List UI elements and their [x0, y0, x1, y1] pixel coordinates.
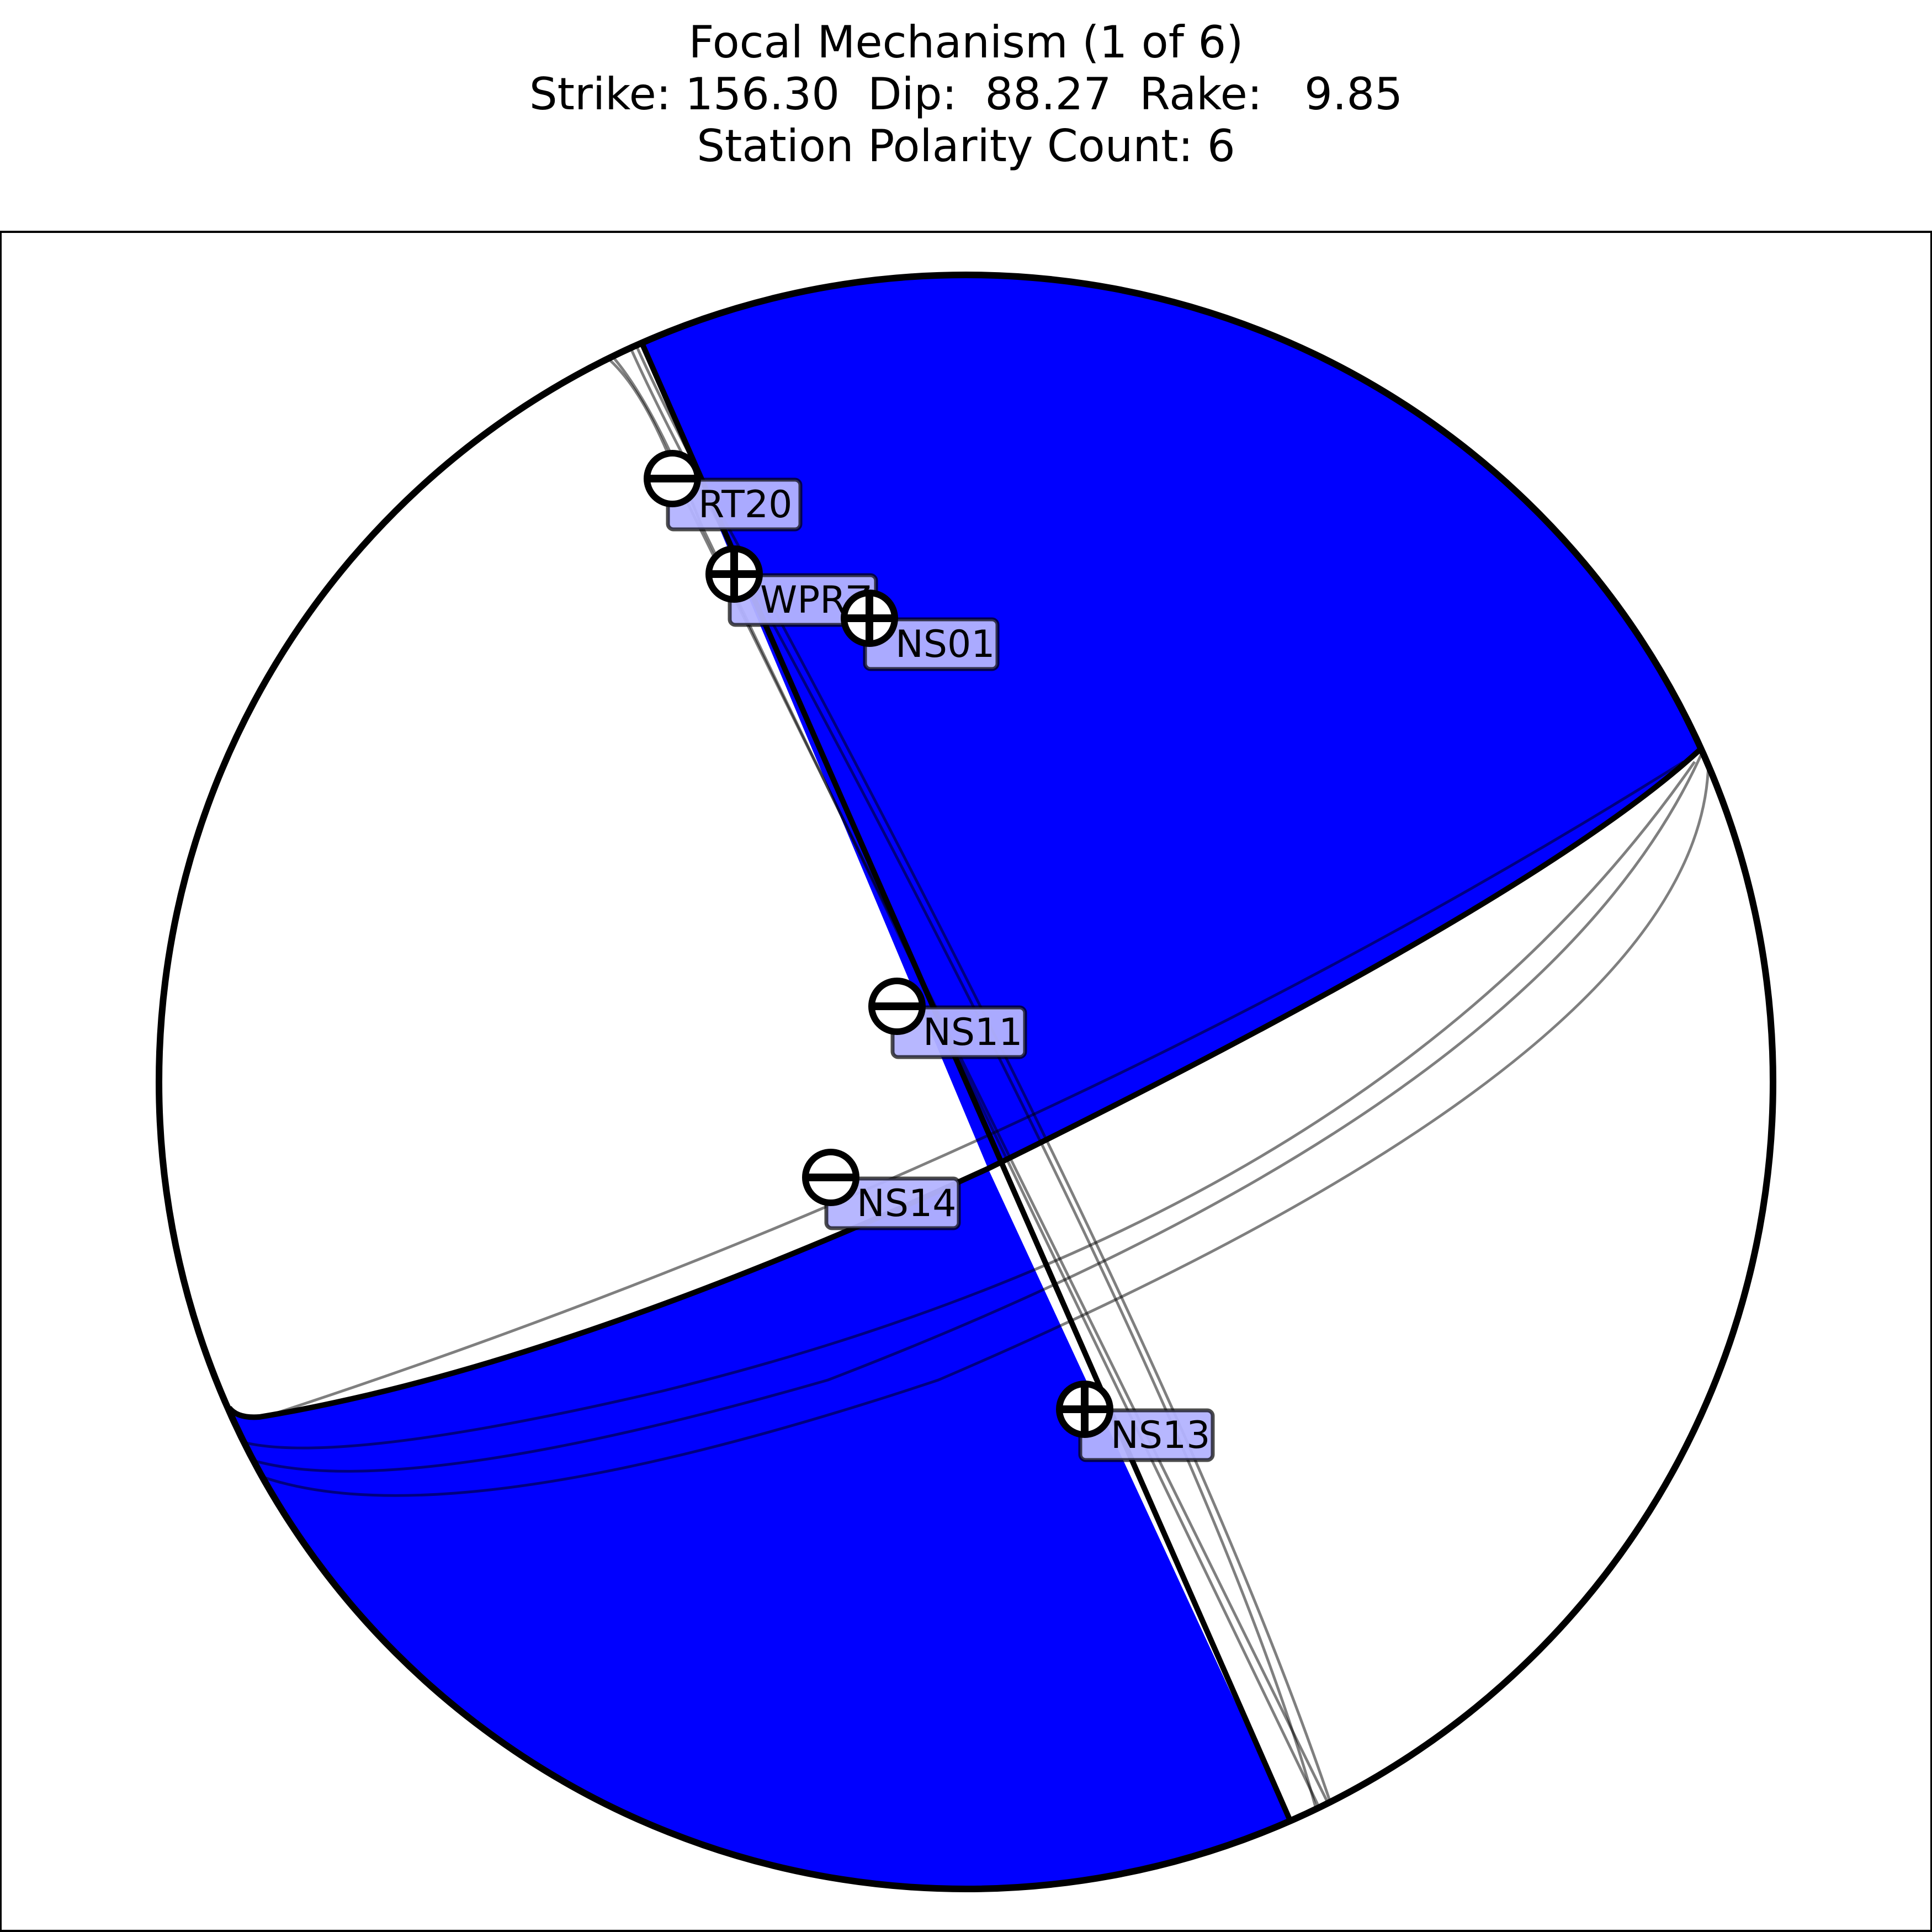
- station-label: RT20: [698, 483, 792, 527]
- title-mechanism: Focal Mechanism (1 of 6): [688, 17, 1244, 68]
- station-label: NS14: [857, 1182, 957, 1225]
- station-label: NS13: [1111, 1414, 1211, 1457]
- figure-title: Focal Mechanism (1 of 6) Strike: 156.30 …: [0, 17, 1932, 172]
- station-ns01: NS01: [841, 590, 1000, 671]
- station-label: NS01: [895, 623, 995, 666]
- station-ns13: NS13: [1056, 1381, 1215, 1462]
- compression-quadrant-lower: [229, 1169, 1291, 1889]
- station-label: NS11: [923, 1011, 1023, 1054]
- sphere-outline: [156, 272, 1776, 1892]
- station-ns14: NS14: [802, 1149, 961, 1230]
- title-strike-dip-rake: Strike: 156.30 Dip: 88.27 Rake: 9.85: [529, 68, 1403, 120]
- title-polarity-count: Station Polarity Count: 6: [697, 120, 1235, 172]
- station-rt20: RT20: [644, 450, 803, 532]
- station-ns11: NS11: [868, 978, 1027, 1059]
- station-wprz: WPRZ: [705, 545, 878, 627]
- stations-layer: RT20 WPRZ NS01 NS11 NS14 NS13: [644, 450, 1215, 1462]
